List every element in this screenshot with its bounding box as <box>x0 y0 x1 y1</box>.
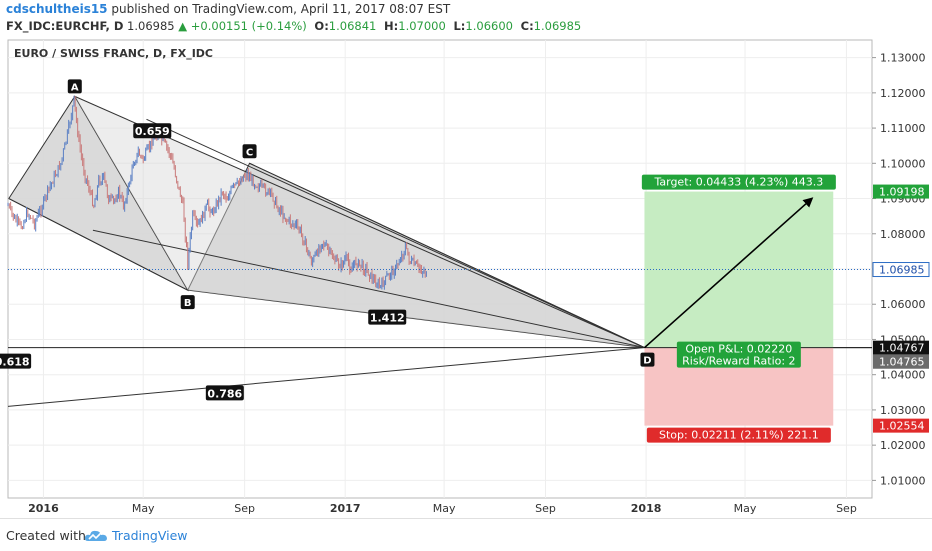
pnl-label-bg <box>676 341 801 368</box>
reference-line-3 <box>249 162 645 349</box>
y-tick-label-12: 1.01000 <box>880 474 926 487</box>
price-tag-1: 1.06985 <box>879 264 925 277</box>
chart-title: EURO / SWISS FRANC, D, FX_IDC <box>14 47 213 60</box>
y-tick-label-5: 1.08000 <box>880 228 926 241</box>
x-tick-label-6: 2018 <box>631 502 662 515</box>
fib-label-3: 0.786 <box>207 387 242 400</box>
reference-line-1 <box>7 347 645 407</box>
publish-info: cdschultheis15 published on TradingView.… <box>6 2 450 16</box>
fib-label-1: 0.659 <box>135 125 170 138</box>
fib-label-0: 0.618 <box>0 356 30 369</box>
reference-line-2 <box>146 118 645 349</box>
price-tag-bg-2 <box>873 340 929 355</box>
published-text: published on TradingView.com, April 11, … <box>111 2 451 16</box>
last-price: 1.06985 <box>127 19 175 33</box>
price-change: ▲ +0.00151 (+0.14%) <box>178 19 307 33</box>
x-tick-label-1: May <box>132 502 155 515</box>
vertex-label-bg-B <box>180 295 195 310</box>
trade-arrow <box>643 197 814 349</box>
y-tick-label-2: 1.11000 <box>880 122 926 135</box>
vertex-label-C: C <box>246 147 253 158</box>
price-tag-bg-3 <box>873 354 929 369</box>
price-tag-2: 1.04767 <box>879 342 925 355</box>
x-tick-label-0: 2016 <box>28 502 59 515</box>
created-with-text: Created with <box>6 528 86 543</box>
vertex-label-A: A <box>71 82 79 93</box>
close-value: 1.06985 <box>533 19 582 33</box>
position-zones <box>644 191 834 426</box>
x-tick-label-5: Sep <box>535 502 556 515</box>
x-tick-label-4: May <box>433 502 456 515</box>
y-tick-label-7: 1.06000 <box>880 298 926 311</box>
y-tick-label-1: 1.12000 <box>880 87 926 100</box>
low-value: 1.06600 <box>465 19 513 33</box>
risk-reward-label: Risk/Reward Ratio: 2 <box>682 355 795 368</box>
fib-label-bg-0 <box>0 353 32 369</box>
y-tick-label-9: 1.04000 <box>880 369 926 382</box>
open-label: O: <box>314 19 329 33</box>
x-tick-label-2: Sep <box>234 502 255 515</box>
price-series <box>7 95 427 290</box>
symbol-name: FX_IDC:EURCHF, D <box>6 19 124 33</box>
close-label: C: <box>520 19 534 33</box>
target-zone <box>644 191 834 348</box>
x-axis: 2016 May Sep 2017 May Sep 2018 May Sep <box>28 502 857 515</box>
x-tick-label-8: Sep <box>836 502 857 515</box>
fib-label-bg-2 <box>368 309 407 325</box>
stop-label-bg <box>646 427 831 443</box>
x-tick-label-3: 2017 <box>330 502 361 515</box>
vertex-label-bg-D <box>640 352 655 367</box>
symbol-info: FX_IDC:EURCHF, D 1.06985 ▲ +0.00151 (+0.… <box>6 19 581 33</box>
low-label: L: <box>453 19 466 33</box>
y-tick-label-0: 1.13000 <box>880 52 926 65</box>
price-tag-bg-0 <box>873 184 929 199</box>
price-tag-bg-1 <box>872 262 930 278</box>
reference-line-0 <box>92 229 645 349</box>
tradingview-brand[interactable]: TradingView <box>112 528 188 543</box>
vertex-label-D: D <box>643 356 651 367</box>
high-label: H: <box>384 19 399 33</box>
price-tag-bg-4 <box>873 418 929 433</box>
target-label: Target: 0.04433 (4.23%) 443.3 <box>653 176 823 189</box>
vertex-label-bg-C <box>242 144 257 159</box>
annotations: A B C D 0.618 0.659 1.412 0.786 Target: 0.04433 … <box>0 79 836 443</box>
price-tag-3: 1.04765 <box>879 356 925 369</box>
author-link[interactable]: cdschultheis15 <box>6 2 108 16</box>
y-tick-label-3: 1.10000 <box>880 157 926 170</box>
a-d-line <box>74 95 645 349</box>
pnl-label: Open P&L: 0.02220 <box>685 343 792 356</box>
open-value: 1.06841 <box>328 19 377 33</box>
footer: Created with TradingView <box>0 518 932 551</box>
fib-label-bg-3 <box>205 385 244 401</box>
price-tag-4: 1.02554 <box>879 420 925 433</box>
tradingview-cloud-icon <box>84 530 107 541</box>
price-chart[interactable]: A B C D 0.618 0.659 1.412 0.786 Target: 0.04433 … <box>0 0 932 518</box>
price-tag-0: 1.09198 <box>879 186 925 199</box>
fib-label-2: 1.412 <box>370 312 405 325</box>
vertex-label-bg-A <box>67 79 82 94</box>
stop-label: Stop: 0.02211 (2.11%) 221.1 <box>659 429 819 442</box>
y-tick-label-11: 1.02000 <box>880 439 926 452</box>
vertex-label-B: B <box>184 298 192 309</box>
high-value: 1.07000 <box>398 19 446 33</box>
harmonic-pattern <box>7 95 645 407</box>
fib-label-bg-1 <box>133 123 172 139</box>
x-tick-label-7: May <box>734 502 757 515</box>
target-label-bg <box>641 174 836 190</box>
y-tick-label-10: 1.03000 <box>880 404 926 417</box>
